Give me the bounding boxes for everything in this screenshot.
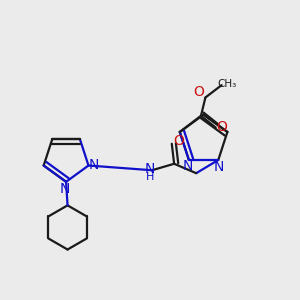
Text: N: N (88, 158, 99, 172)
Text: H: H (146, 172, 154, 182)
Text: O: O (173, 134, 184, 148)
Text: O: O (217, 120, 228, 134)
Text: N: N (60, 182, 70, 196)
Text: N: N (182, 159, 193, 173)
Text: O: O (194, 85, 204, 99)
Text: CH₃: CH₃ (217, 79, 236, 89)
Text: N: N (145, 162, 155, 176)
Text: N: N (214, 160, 224, 174)
